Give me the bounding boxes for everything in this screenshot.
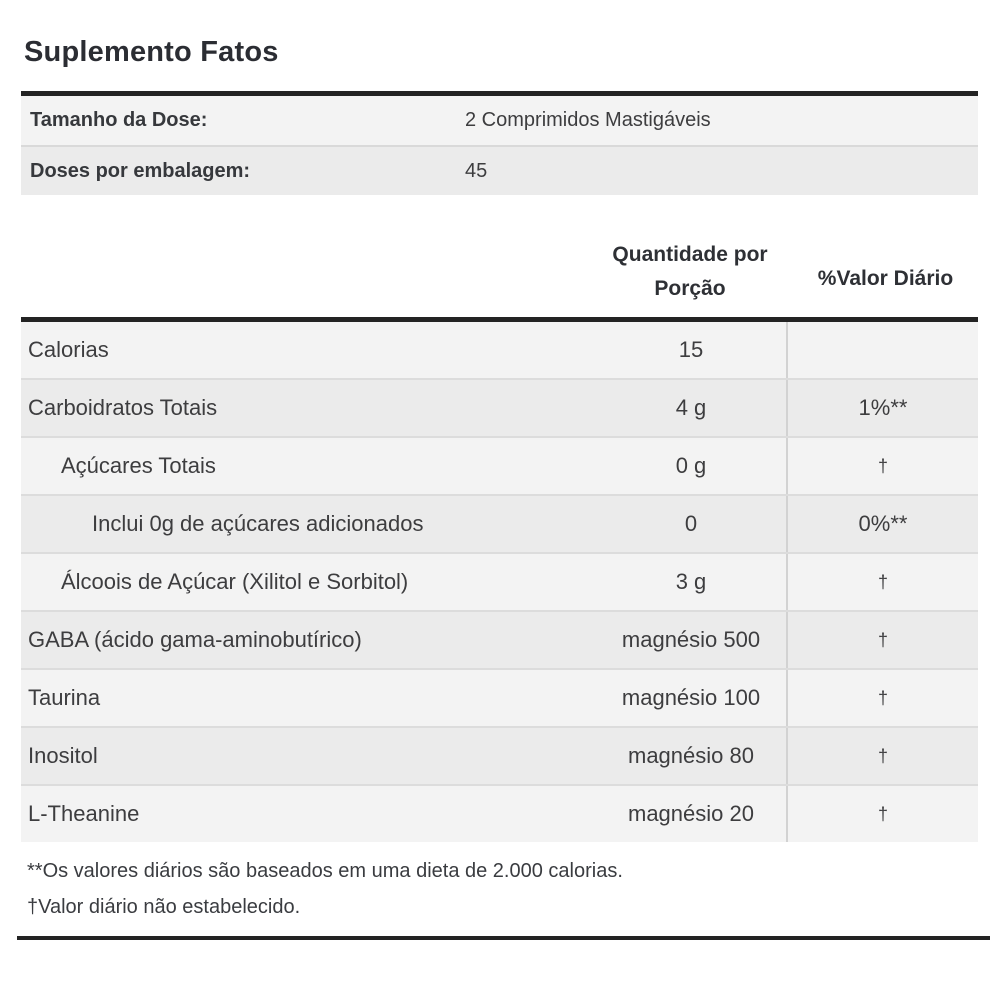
footnote-daily-values: **Os valores diários são baseados em uma…: [27, 860, 623, 882]
nutrient-table: Calorias 15 Carboidratos Totais 4 g 1%**…: [21, 322, 978, 842]
serving-size-label: Tamanho da Dose:: [30, 109, 208, 131]
nutrient-daily-value: †: [786, 670, 978, 726]
nutrient-name: Calorias: [28, 337, 109, 362]
dagger-symbol: †: [877, 687, 888, 708]
nutrient-daily-value: †: [786, 786, 978, 842]
nutrient-amount: 4 g: [675, 395, 707, 420]
table-row: Calorias 15: [21, 322, 978, 378]
bottom-rule: [17, 936, 990, 940]
nutrient-name: GABA (ácido gama-aminobutírico): [28, 627, 362, 652]
servings-per-container-row: Doses por embalagem: 45: [21, 145, 978, 195]
footnote-dagger: †Valor diário não estabelecido.: [27, 896, 301, 918]
table-row: L-Theanine magnésio 20 †: [21, 784, 978, 842]
nutrient-name: Álcoois de Açúcar (Xilitol e Sorbitol): [61, 569, 409, 594]
nutrient-name: Taurina: [28, 685, 101, 710]
daily-value-column-header: %Valor Diário: [817, 267, 954, 290]
serving-size-value: 2 Comprimidos Mastigáveis: [465, 109, 711, 131]
dagger-symbol: †: [877, 571, 888, 592]
nutrient-name: Carboidratos Totais: [28, 395, 218, 420]
nutrient-daily-value: †: [786, 612, 978, 668]
serving-info: Tamanho da Dose: 2 Comprimidos Mastigáve…: [21, 96, 978, 195]
table-row: Inositol magnésio 80 †: [21, 726, 978, 784]
nutrient-daily-value: †: [786, 554, 978, 610]
table-row: Álcoois de Açúcar (Xilitol e Sorbitol) 3…: [21, 552, 978, 610]
supplement-facts-panel: Suplemento Fatos Tamanho da Dose: 2 Comp…: [17, 0, 990, 940]
nutrient-name: Inositol: [28, 743, 98, 768]
nutrient-name: L-Theanine: [28, 801, 140, 826]
servings-per-container-value: 45: [465, 159, 488, 182]
serving-size-row: Tamanho da Dose: 2 Comprimidos Mastigáve…: [21, 96, 978, 145]
table-top-rule: [21, 317, 978, 322]
amount-column-header: Quantidade por Porção: [612, 243, 768, 300]
nutrient-amount: magnésio 20: [628, 801, 754, 826]
dagger-symbol: †: [877, 745, 888, 766]
servings-per-container-label: Doses por embalagem:: [30, 159, 251, 182]
nutrient-daily-value: 0%**: [786, 496, 978, 552]
nutrient-amount: 0: [684, 511, 698, 536]
top-rule: [21, 91, 978, 96]
nutrient-amount: 3 g: [675, 569, 707, 594]
nutrient-amount: 15: [678, 337, 704, 362]
table-row: Açúcares Totais 0 g †: [21, 436, 978, 494]
table-row: GABA (ácido gama-aminobutírico) magnésio…: [21, 610, 978, 668]
nutrient-name: Inclui 0g de açúcares adicionados: [92, 511, 424, 536]
nutrient-amount: 0 g: [675, 453, 707, 478]
nutrient-amount: magnésio 500: [621, 627, 761, 652]
table-row: Inclui 0g de açúcares adicionados 0 0%**: [21, 494, 978, 552]
table-row: Taurina magnésio 100 †: [21, 668, 978, 726]
dagger-symbol: †: [877, 455, 888, 476]
dagger-symbol: †: [877, 803, 888, 824]
nutrient-amount: magnésio 80: [628, 743, 754, 768]
nutrient-daily-value: †: [786, 438, 978, 494]
nutrient-daily-value: 1%**: [786, 380, 978, 436]
table-row: Carboidratos Totais 4 g 1%**: [21, 378, 978, 436]
nutrient-amount: magnésio 100: [621, 685, 761, 710]
nutrient-daily-value: †: [786, 728, 978, 784]
dagger-symbol: †: [877, 629, 888, 650]
nutrient-name: Açúcares Totais: [61, 453, 216, 478]
column-headers: Quantidade por Porção %Valor Diário: [21, 195, 978, 317]
nutrient-daily-value: [786, 322, 978, 378]
page-title: Suplemento Fatos: [24, 36, 279, 68]
